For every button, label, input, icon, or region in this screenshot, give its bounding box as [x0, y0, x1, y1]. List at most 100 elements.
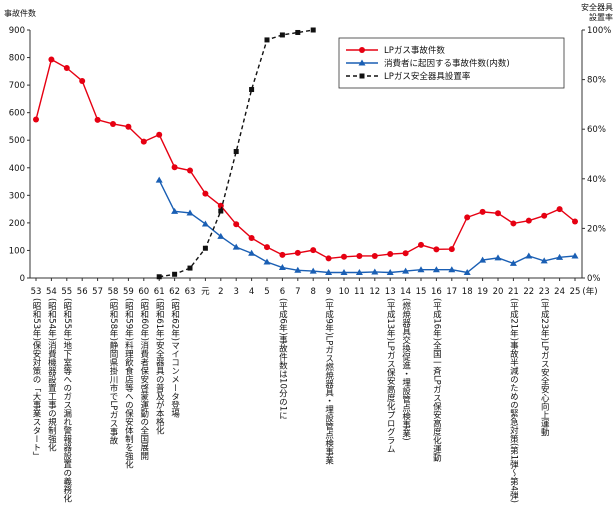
y-right-tick-label: 20%	[587, 224, 606, 234]
data-point	[186, 209, 194, 216]
annotation-label: (昭和55年)地下室等へのガス漏れ警報器設置の義務化	[62, 298, 72, 503]
data-point	[479, 208, 486, 215]
x-tick-label: 11	[354, 287, 365, 297]
data-point	[355, 268, 363, 275]
data-point	[359, 47, 365, 53]
data-point	[171, 207, 179, 214]
x-tick-label: 4	[249, 287, 254, 297]
data-point	[463, 268, 471, 275]
x-tick-label: 53	[31, 287, 42, 297]
y-left-tick-label: 800	[9, 54, 25, 64]
data-point	[510, 220, 517, 227]
data-point	[79, 77, 86, 84]
data-point	[556, 253, 564, 260]
data-point	[340, 268, 348, 275]
data-point	[325, 268, 333, 275]
annotation-label: (平成6年)事故件数は10分の1に	[277, 298, 287, 420]
y-left-title: 事故件数	[4, 8, 36, 18]
data-point	[572, 218, 578, 225]
data-point	[218, 208, 224, 214]
y-left-tick-label: 100	[9, 246, 25, 256]
x-tick-label: 元	[201, 287, 210, 297]
x-tick-label: 58	[108, 287, 119, 297]
x-tick-label: 5	[264, 287, 269, 297]
x-unit-label: (年)	[582, 286, 597, 297]
legend-label: LPガス安全器具設置率	[384, 71, 471, 82]
y-right-tick-label: 100%	[587, 26, 611, 36]
data-point	[156, 274, 162, 280]
data-point	[248, 235, 255, 242]
data-point	[278, 264, 286, 271]
annotation-label: (燃焼器具交換促進・埋設管点検事業)	[401, 298, 411, 441]
data-point	[202, 190, 209, 197]
data-point	[310, 247, 317, 254]
data-point	[172, 271, 178, 277]
x-tick-label: 15	[416, 287, 427, 297]
data-point	[125, 123, 132, 130]
y-right-tick-label: 40%	[587, 175, 606, 185]
x-tick-label: 3	[233, 287, 238, 297]
annotation-label: (昭和61年)安全器具の普及が本格化	[154, 298, 164, 435]
data-point	[433, 246, 440, 253]
series-0	[33, 56, 578, 262]
data-point	[248, 249, 256, 256]
data-point	[249, 87, 255, 93]
x-tick-label: 59	[123, 287, 134, 297]
data-point	[279, 32, 285, 38]
data-point	[233, 149, 239, 155]
annotation-label: (昭和62年)マイコンメータ登場	[170, 298, 180, 418]
y-left-tick-label: 900	[9, 26, 25, 36]
data-point	[279, 251, 286, 258]
x-tick-label: 61	[154, 287, 165, 297]
data-point	[417, 266, 425, 273]
data-point	[464, 214, 471, 221]
data-point	[310, 27, 316, 33]
axes: 事故件数 安全器具設置率 0 100 200 300 400 500 600 700 800 900 0…	[4, 2, 613, 297]
data-point	[540, 257, 548, 264]
data-point	[525, 252, 533, 259]
data-point	[217, 232, 225, 239]
y-left-tick-label: 500	[9, 136, 25, 146]
x-tick-label: 17	[446, 287, 457, 297]
data-point	[387, 251, 394, 258]
y-left-tick-label: 400	[9, 164, 25, 174]
x-tick-label: 55	[61, 287, 72, 297]
annotation-label: (昭和60年)消費者保安啓蒙運動の全国展開	[139, 298, 149, 461]
x-tick-label: 13	[385, 287, 396, 297]
data-point	[359, 73, 365, 79]
x-tick-label: 54	[46, 287, 57, 297]
data-point	[571, 252, 579, 259]
series-layer	[33, 27, 579, 280]
data-point	[295, 29, 301, 35]
data-point	[418, 241, 424, 248]
data-point	[448, 266, 456, 273]
data-point	[155, 176, 163, 183]
annotation-label: (平成13年)LPガス保安高度化プログラム	[385, 298, 395, 453]
y-right-title: 設置率	[589, 12, 613, 22]
data-point	[140, 138, 147, 145]
data-point	[294, 249, 301, 256]
x-tick-label: 56	[77, 287, 88, 297]
y-left-tick-label: 200	[9, 219, 25, 229]
series-line	[158, 179, 576, 274]
data-point	[110, 120, 116, 127]
x-tick-label: 18	[462, 287, 473, 297]
y-left-tick-label: 0	[20, 274, 25, 284]
legend-label: 消費者に起因する事故件数(内数)	[384, 58, 510, 69]
x-tick-label: 20	[493, 287, 504, 297]
data-point	[264, 244, 270, 251]
data-point	[402, 267, 410, 274]
data-point	[202, 245, 208, 251]
data-point	[525, 217, 532, 224]
data-point	[358, 59, 366, 66]
x-tick-label: 21	[508, 287, 519, 297]
data-point	[187, 265, 193, 271]
y-right-tick-label: 60%	[587, 125, 606, 135]
data-point	[356, 252, 363, 259]
data-point	[371, 268, 379, 275]
y-left-tick-label: 600	[9, 109, 25, 119]
annotation-label: (昭和58年)静岡県掛川市でLPガス事故	[108, 298, 118, 445]
x-tick-label: 14	[400, 287, 411, 297]
series-1	[155, 176, 579, 275]
